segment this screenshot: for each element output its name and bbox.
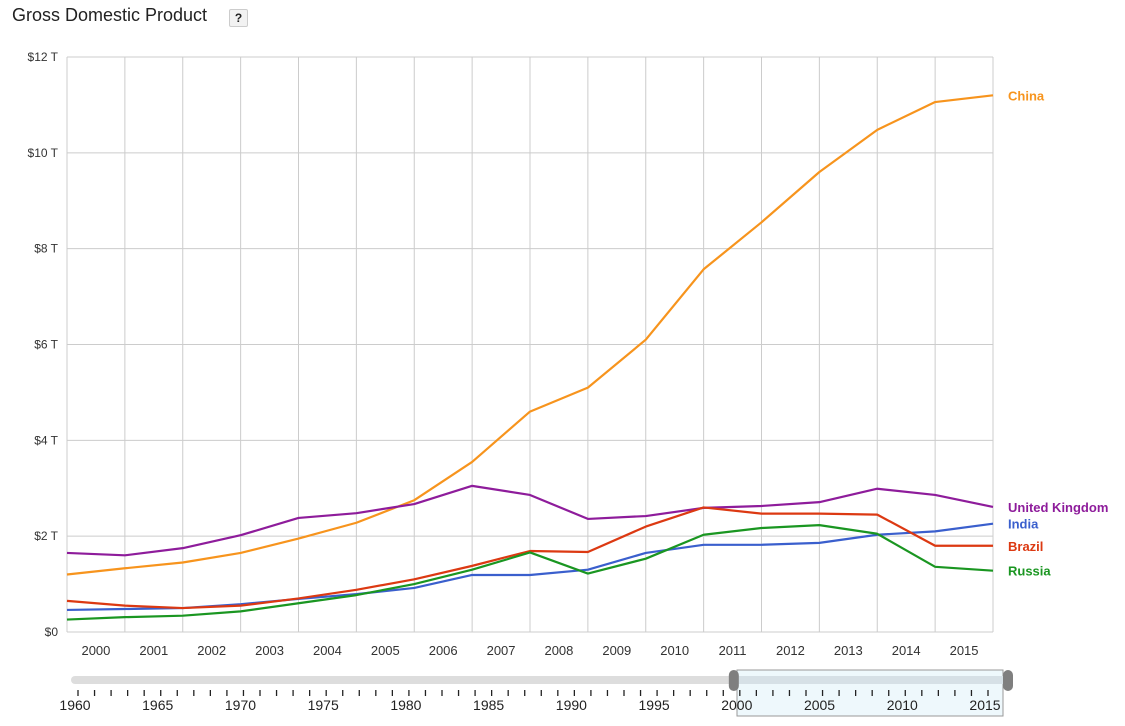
slider-year-label: 2005	[804, 697, 835, 713]
slider-start-handle[interactable]	[728, 670, 739, 691]
x-tick-label: 2012	[776, 643, 805, 658]
slider-year-label: 1980	[390, 697, 421, 713]
series-line-united-kingdom[interactable]	[66, 484, 994, 557]
slider-year-label: 1960	[59, 697, 90, 713]
series-label-india[interactable]: India	[1008, 517, 1039, 532]
y-tick-label: $0	[45, 625, 59, 639]
series-label-china[interactable]: China	[1008, 88, 1045, 103]
x-tick-label: 2011	[719, 643, 747, 658]
y-tick-label: $12 T	[28, 50, 59, 64]
x-tick-label: 2000	[81, 643, 110, 658]
slider-year-label: 1995	[639, 697, 670, 713]
x-tick-label: 2006	[429, 643, 458, 658]
y-tick-label: $8 T	[34, 242, 58, 256]
x-tick-label: 2015	[950, 643, 979, 658]
y-tick-label: $6 T	[34, 338, 58, 352]
series-label-russia[interactable]: Russia	[1008, 564, 1051, 579]
slider-end-handle[interactable]	[1003, 670, 1013, 691]
x-tick-label: 2001	[139, 643, 168, 658]
series-line-brazil[interactable]	[66, 506, 993, 610]
x-tick-label: 2014	[892, 643, 921, 658]
chart-title: Gross Domestic Product	[12, 5, 208, 25]
x-tick-label: 2002	[197, 643, 226, 658]
slider-year-label: 1965	[142, 697, 173, 713]
help-button[interactable]: ?	[229, 9, 248, 27]
x-tick-label: 2009	[602, 643, 631, 658]
slider-year-label: 2010	[887, 697, 918, 713]
x-tick-label: 2004	[313, 643, 342, 658]
y-tick-label: $2 T	[34, 529, 58, 543]
x-tick-label: 2007	[487, 643, 516, 658]
y-tick-label: $10 T	[28, 146, 59, 160]
x-tick-label: 2013	[834, 643, 863, 658]
series-line-china[interactable]	[66, 94, 994, 576]
x-tick-label: 2010	[660, 643, 689, 658]
series-label-united-kingdom[interactable]: United Kingdom	[1008, 500, 1108, 515]
slider-year-label: 1970	[225, 697, 256, 713]
slider-year-label: 2015	[969, 697, 1000, 713]
x-tick-label: 2005	[371, 643, 400, 658]
slider-year-label: 1975	[308, 697, 339, 713]
slider-year-label: 1990	[556, 697, 587, 713]
x-tick-label: 2003	[255, 643, 284, 658]
slider-year-label: 1985	[473, 697, 504, 713]
x-tick-label: 2008	[544, 643, 573, 658]
series-line-russia[interactable]	[66, 524, 994, 621]
slider-year-label: 2000	[721, 697, 752, 713]
y-tick-label: $4 T	[34, 433, 58, 447]
series-label-brazil[interactable]: Brazil	[1008, 539, 1043, 554]
